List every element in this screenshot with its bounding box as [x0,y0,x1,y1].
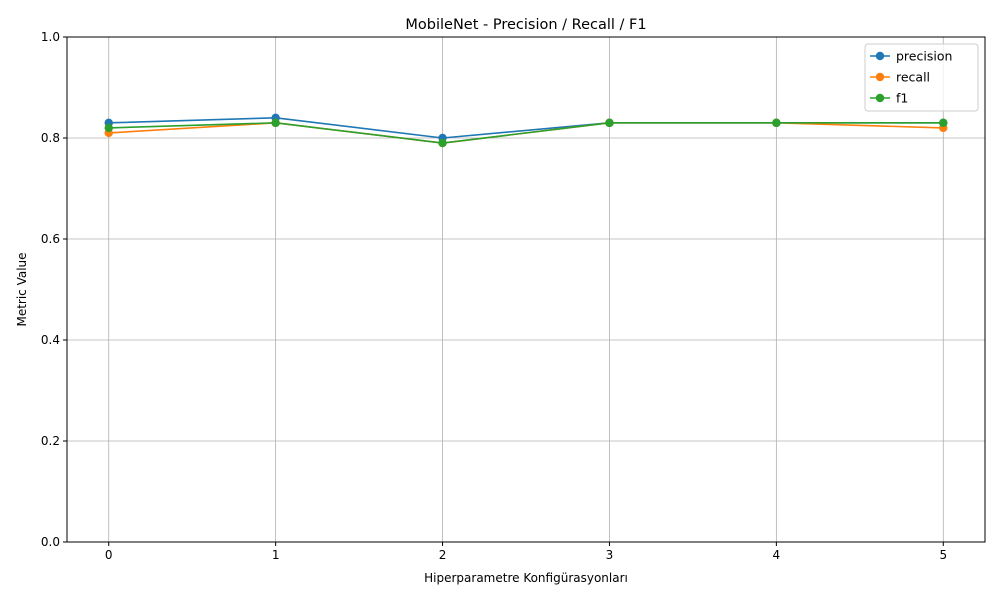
data-point-f1 [104,123,113,133]
x-tick-label: 1 [272,548,280,562]
y-axis-title: Metric Value [15,252,29,326]
x-tick-label: 0 [105,548,113,562]
y-tick-label: 0.4 [41,333,60,347]
y-tick-label: 1.0 [41,30,60,44]
y-tick-label: 0.8 [41,131,60,145]
data-point-f1 [939,118,948,128]
legend-marker-precision [875,51,885,61]
x-tick-label: 2 [439,548,447,562]
x-tick-label: 4 [773,548,781,562]
x-tick-label: 3 [606,548,614,562]
series-group [104,113,948,148]
x-tick-label: 5 [939,548,947,562]
legend-marker-f1 [875,93,885,103]
legend-marker-recall [875,72,885,82]
y-axis: 0.0 0.2 0.4 0.6 0.8 1.0 [41,30,67,549]
data-point-f1 [438,138,447,148]
x-axis-title: Hiperparametre Konfigürasyonları [424,571,628,585]
plot-area-frame [66,36,986,543]
y-tick-label: 0.2 [41,434,60,448]
grid [67,36,985,543]
data-point-f1 [605,118,614,128]
legend-label-precision: precision [896,49,952,64]
series-line-f1 [108,122,944,144]
data-point-f1 [271,118,280,128]
legend-frame [864,43,979,112]
series-line-precision [108,117,944,139]
x-axis: 0 1 2 3 4 5 [105,542,947,562]
y-tick-label: 0.0 [41,535,60,549]
data-point-f1 [772,118,781,128]
y-tick-label: 0.6 [41,232,60,246]
legend-label-f1: f1 [896,91,908,106]
legend-label-recall: recall [896,70,930,85]
legend: precision recall f1 [864,43,979,112]
chart-title: MobileNet - Precision / Recall / F1 [405,17,646,33]
